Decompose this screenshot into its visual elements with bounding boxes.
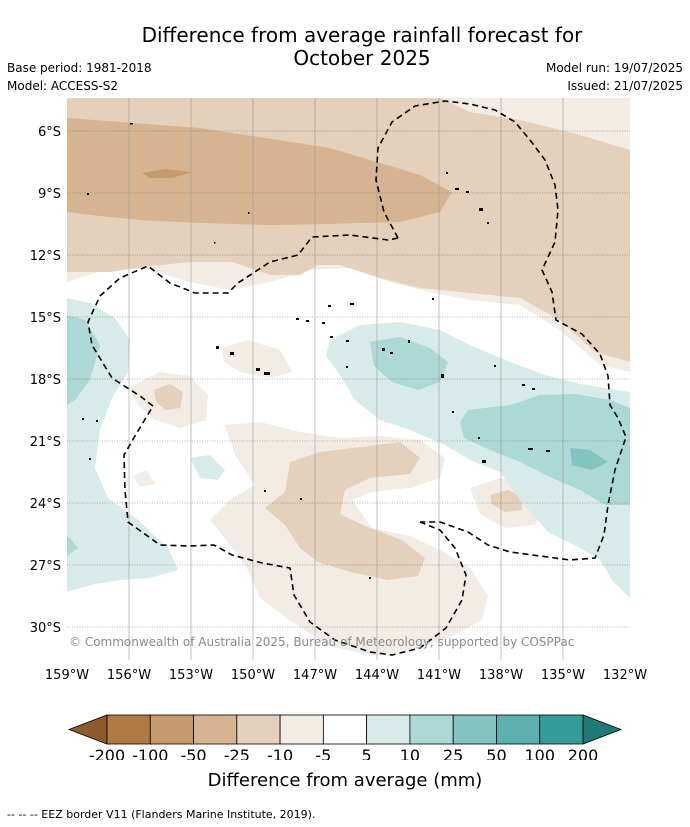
title-line-1: Difference from average rainfall forecas…	[141, 23, 583, 47]
wet-region-se-core	[570, 448, 608, 470]
dry-patch-west-core	[154, 384, 183, 410]
rainfall-map: © Commonwealth of Australia 2025, Bureau…	[30, 98, 647, 760]
wet-region-sw-mid	[67, 535, 78, 556]
colorbar: -200 -100 -50 -25 -10 -5 5 10 25 50 100 200	[67, 714, 623, 760]
lat-label: 9°S	[38, 187, 61, 202]
colorbar-bin	[496, 714, 541, 745]
dry-patch-se-core	[490, 490, 522, 512]
colorbar-bin	[236, 714, 281, 745]
colorbar-bin	[539, 714, 584, 745]
lon-label: 159°W	[45, 668, 89, 683]
lat-label: 30°S	[30, 621, 61, 636]
colorbar-bin	[149, 714, 194, 745]
colorbar-tick-label: -25	[224, 746, 250, 760]
islands	[82, 123, 550, 579]
eez-legend: -- -- -- EEZ border V11 (Flanders Marine…	[7, 808, 316, 821]
lat-label: 12°S	[30, 249, 61, 264]
colorbar-tick-label: 10	[400, 746, 420, 760]
colorbar-tick-label: 100	[524, 746, 555, 760]
wet-region-east	[326, 322, 630, 598]
colorbar-tick-label: 200	[568, 746, 599, 760]
colorbar-bin	[106, 714, 151, 745]
issued-date: Issued: 21/07/2025	[567, 79, 683, 93]
base-period: Base period: 1981-2018	[7, 61, 152, 75]
wet-region-se-mid	[460, 394, 630, 505]
wet-region-west	[67, 298, 178, 592]
colorbar-tick-label: 25	[443, 746, 463, 760]
colorbar-ticks: -200 -100 -50 -25 -10 -5 5 10 25 50 100 200	[89, 746, 598, 760]
rainfall-field: © Commonwealth of Australia 2025, Bureau…	[67, 98, 630, 660]
colorbar-bin	[322, 714, 368, 745]
wet-patch-central	[190, 455, 225, 480]
colorbar-extend-high	[582, 714, 623, 745]
dry-region-core	[142, 169, 192, 178]
colorbar-bins	[106, 714, 584, 745]
colorbar-tick-label: -100	[132, 746, 168, 760]
wet-region-west-mid	[67, 315, 100, 405]
dry-region-strong	[67, 118, 452, 225]
model-name: Model: ACCESS-S2	[7, 79, 119, 93]
wet-region-east-mid	[370, 337, 448, 390]
colorbar-bin	[409, 714, 454, 745]
colorbar-extend-low	[67, 714, 108, 745]
lat-label: 21°S	[30, 435, 61, 450]
lat-labels: 6°S 9°S 12°S 15°S 18°S 21°S 24°S 27°S 30…	[30, 125, 61, 636]
lat-label: 27°S	[30, 559, 61, 574]
lon-label: 147°W	[293, 668, 337, 683]
dry-patch-central	[222, 340, 292, 378]
colorbar-bin	[366, 714, 411, 745]
colorbar-bin	[452, 714, 497, 745]
lon-label: 138°W	[479, 668, 523, 683]
lat-label: 18°S	[30, 373, 61, 388]
lat-label: 15°S	[30, 311, 61, 326]
lon-label: 153°W	[169, 668, 213, 683]
colorbar-tick-label: -200	[89, 746, 125, 760]
map-credit: © Commonwealth of Australia 2025, Bureau…	[69, 635, 574, 649]
model-run: Model run: 19/07/2025	[545, 61, 683, 75]
colorbar-tick-label: -50	[180, 746, 206, 760]
lon-label: 141°W	[417, 668, 461, 683]
colorbar-tick-label: 5	[362, 746, 372, 760]
title-line-2: October 2025	[293, 46, 431, 70]
colorbar-label: Difference from average (mm)	[207, 770, 483, 791]
lon-label: 144°W	[355, 668, 399, 683]
dry-patch-sw	[133, 470, 156, 487]
meta-right: Model run: 19/07/2025 Issued: 21/07/2025	[546, 59, 683, 95]
colorbar-tick-label: 50	[486, 746, 506, 760]
colorbar-bin	[279, 714, 324, 745]
lat-label: 6°S	[38, 125, 61, 140]
colorbar-bin	[193, 714, 238, 745]
colorbar-tick-label: -5	[315, 746, 331, 760]
eez-border	[87, 100, 627, 656]
dry-region-light-ne	[440, 98, 630, 150]
colorbar-tick-label: -10	[267, 746, 293, 760]
lon-labels: 159°W 156°W 153°W 150°W 147°W 144°W 141°…	[45, 668, 647, 683]
lon-label: 156°W	[107, 668, 151, 683]
meta-left: Base period: 1981-2018 Model: ACCESS-S2	[7, 59, 152, 95]
lon-label: 132°W	[603, 668, 647, 683]
lon-label: 135°W	[541, 668, 585, 683]
lat-label: 24°S	[30, 497, 61, 512]
lon-label: 150°W	[231, 668, 275, 683]
chart-title: Difference from average rainfall forecas…	[60, 24, 664, 70]
dry-region-south-mid	[265, 442, 425, 580]
